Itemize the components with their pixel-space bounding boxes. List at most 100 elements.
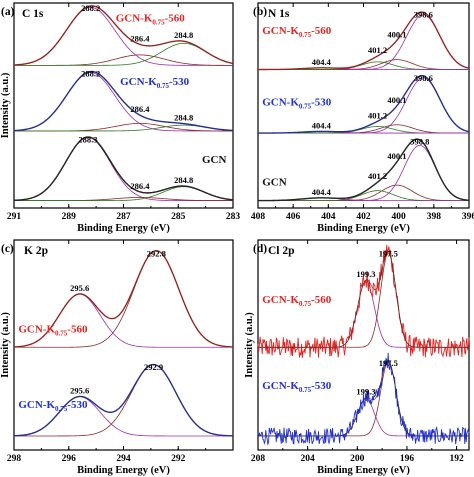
component-peak <box>258 280 469 348</box>
fit-envelope <box>258 138 470 201</box>
component-peak <box>258 14 470 70</box>
series-label-main: GCN-K <box>116 12 153 24</box>
series-label: GCN-K0.75-530 <box>262 97 332 111</box>
series-label-suffix: -560 <box>165 12 186 24</box>
y-axis-label: Intensity (a.u.) <box>0 72 11 138</box>
series-label-suffix: -530 <box>311 97 332 109</box>
peak-label: 284.8 <box>174 113 193 123</box>
x-axis-label: Binding Energy (eV) <box>317 223 410 234</box>
fit-envelope <box>258 359 469 437</box>
panel-title: K 2p <box>24 245 48 257</box>
peak-label: 400.1 <box>387 95 406 105</box>
y-axis-label: Intensity (a.u.) <box>0 312 11 378</box>
series-label-sub: 0.75 <box>152 18 165 26</box>
x-tick-label: 296 <box>62 454 77 464</box>
series-label-main: GCN-K <box>18 399 55 411</box>
peak-label: 292.9 <box>144 362 163 372</box>
series-1: 199.3 197.5 GCN-K0.75-530 <box>257 352 470 446</box>
series-label: GCN-K0.75-530 <box>262 380 332 394</box>
peak-label: 197.5 <box>379 358 398 368</box>
x-axis-label: Binding Energy (eV) <box>77 223 170 234</box>
series-label-main: GCN-K <box>120 76 157 88</box>
series-2: 288.3 286.4 284.8 GCN <box>13 134 234 202</box>
series-label-suffix: -560 <box>311 294 332 306</box>
x-tick-label: 192 <box>449 454 464 464</box>
peak-label: 398.6 <box>414 9 433 19</box>
series-label-sub: 0.75 <box>299 300 312 308</box>
fit-envelope <box>258 11 470 70</box>
series-label-sub: 0.75 <box>157 82 170 90</box>
series-label-main: GCN <box>202 154 227 166</box>
x-tick-label: 287 <box>116 212 131 222</box>
series-label: GCN <box>202 154 227 166</box>
peak-label: 400.1 <box>387 29 406 39</box>
peak-label: 400.1 <box>387 151 406 161</box>
series-label-suffix: -530 <box>67 399 88 411</box>
peak-label: 292.8 <box>147 249 166 259</box>
panel-title: N 1s <box>268 8 290 20</box>
series-1: 295.6 292.9 GCN-K0.75-530 <box>13 362 234 437</box>
x-tick-label: 404 <box>321 212 336 222</box>
peak-label: 288.3 <box>78 134 97 144</box>
series-label: GCN-K0.75-560 <box>262 25 332 39</box>
x-tick-label: 294 <box>116 454 131 464</box>
peak-label: 197.5 <box>379 249 398 259</box>
series-0: 295.6 292.8 GCN-K0.75-560 <box>13 249 234 348</box>
series-label-sub: 0.75 <box>299 386 312 394</box>
x-tick-label: 396 <box>462 212 474 222</box>
series-label: GCN-K0.75-560 <box>262 294 332 308</box>
panel-letter: (c) <box>1 243 14 255</box>
x-tick-label: 402 <box>356 212 371 222</box>
x-tick-label: 398 <box>427 212 442 222</box>
peak-label: 401.2 <box>368 171 387 181</box>
series-label-suffix: -530 <box>169 76 190 88</box>
x-tick-label: 292 <box>171 454 186 464</box>
component-peak <box>13 293 233 348</box>
series-label: GCN-K0.75-560 <box>116 12 186 26</box>
x-axis-label: Binding Energy (eV) <box>317 465 410 476</box>
peak-label: 286.4 <box>130 33 150 43</box>
x-tick-label: 289 <box>62 212 77 222</box>
peak-label: 404.4 <box>312 187 332 197</box>
series-label-sub: 0.75 <box>299 31 312 39</box>
peak-label: 295.6 <box>70 283 89 293</box>
component-peak <box>14 54 233 66</box>
series-label-suffix: -560 <box>311 25 332 37</box>
peak-label: 284.8 <box>174 175 193 185</box>
x-tick-label: 285 <box>171 212 186 222</box>
x-axis-label: Binding Energy (eV) <box>77 465 170 476</box>
plot-frame <box>13 239 234 451</box>
series-label-main: GCN-K <box>262 294 299 306</box>
series-label: GCN-K0.75-530 <box>120 76 190 90</box>
fit-envelope <box>258 250 469 348</box>
peak-label: 401.2 <box>368 110 387 120</box>
x-tick-label: 283 <box>226 212 241 222</box>
peak-label: 404.4 <box>312 57 332 67</box>
series-label-suffix: -530 <box>311 380 332 392</box>
x-tick-label: 200 <box>350 454 365 464</box>
series-label: GCN-K0.75-530 <box>18 399 88 413</box>
panel-title: Cl 2p <box>268 245 295 257</box>
panel-d: 208 204 200 196 192 Binding Energy (eV) Intens… <box>244 239 470 476</box>
fit-envelope <box>13 250 234 348</box>
peak-label: 401.2 <box>368 45 387 55</box>
fit-envelope <box>13 5 234 66</box>
series-label-sub: 0.75 <box>55 329 68 337</box>
peak-label: 286.4 <box>130 104 150 114</box>
fit-envelope <box>258 75 470 134</box>
raw-spectrum <box>257 244 470 358</box>
fit-envelope <box>13 364 234 437</box>
series-label-main: GCN <box>262 176 287 188</box>
series-label: GCN-K0.75-560 <box>18 323 88 337</box>
peak-label: 199.3 <box>356 387 375 397</box>
x-tick-label: 408 <box>251 212 266 222</box>
series-label-sub: 0.75 <box>55 405 68 413</box>
series-label-main: GCN-K <box>18 323 55 335</box>
series-label: GCN <box>262 176 287 188</box>
x-tick-label: 291 <box>7 212 22 222</box>
